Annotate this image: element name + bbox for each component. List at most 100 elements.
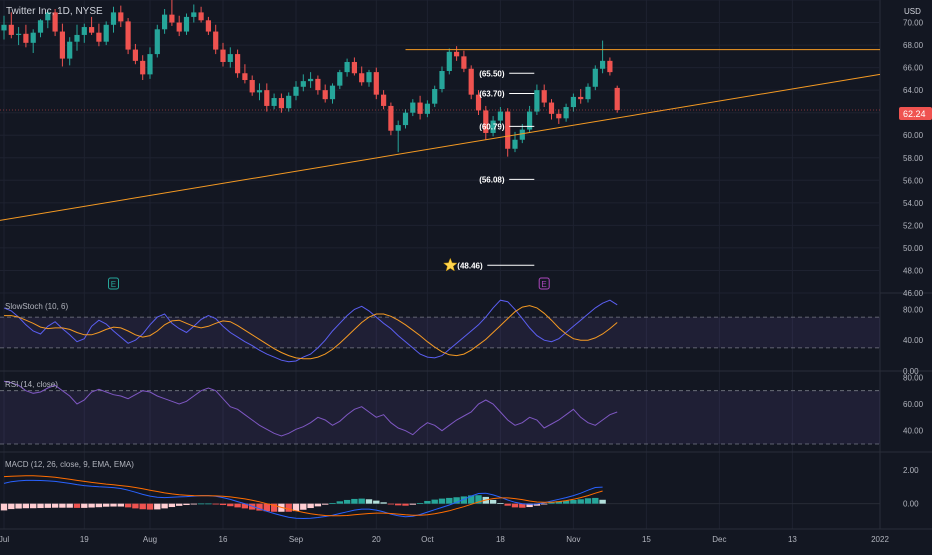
candle-body	[475, 94, 482, 111]
macd-histogram-bar	[117, 503, 124, 507]
macd-histogram-bar	[219, 503, 227, 506]
candle-body	[242, 73, 248, 81]
candle-body	[541, 90, 547, 103]
macd-histogram-bar	[584, 498, 592, 504]
candle-body	[359, 73, 365, 83]
grid-layer	[0, 0, 932, 530]
candle-body	[439, 70, 445, 90]
x-axis-tick-label: 20	[372, 535, 381, 544]
macd-histogram-bar	[95, 503, 103, 508]
macd-histogram-bar	[103, 503, 110, 507]
macd-histogram-bar	[190, 503, 197, 505]
candle-body	[424, 103, 430, 114]
macd-histogram-bar	[314, 503, 322, 507]
candle-body	[322, 90, 328, 100]
stoch-axis-tick-label: 80.00	[903, 305, 924, 314]
macd-histogram-bar	[562, 500, 570, 504]
candle-body	[235, 54, 241, 74]
price-axis-tick-label: 46.00	[903, 289, 924, 298]
macd-histogram-bar	[416, 502, 424, 504]
macd-axis-tick-label: 2.00	[903, 466, 919, 475]
macd-histogram-bar	[22, 503, 30, 509]
macd-histogram-bar	[146, 503, 154, 510]
price-target-label: (60.79)	[479, 122, 505, 131]
candle-body	[169, 14, 175, 23]
candle-body	[132, 49, 138, 61]
candle-body	[59, 31, 65, 59]
macd-histogram-bar	[154, 503, 161, 510]
candle-body	[23, 33, 29, 43]
candle-body	[300, 81, 306, 87]
macd-signal-line	[3, 475, 603, 517]
x-axis-tick-label: Nov	[566, 535, 580, 544]
macd-histogram-bar	[73, 503, 81, 508]
candle-body	[227, 54, 233, 62]
candle-body	[563, 107, 569, 119]
price-axis-tick-label: 50.00	[903, 244, 924, 253]
macd-histogram-bar	[468, 495, 475, 504]
candle-body	[607, 60, 613, 73]
price-axis-tick-label: 68.00	[903, 41, 924, 50]
candle-body	[198, 12, 204, 21]
macd-histogram-bar	[409, 503, 416, 505]
macd-histogram-bar	[343, 499, 351, 504]
candle-body	[578, 96, 584, 100]
macd-histogram-bar	[526, 503, 533, 508]
macd-histogram-bar	[15, 503, 22, 509]
rsi-band-fill	[0, 390, 880, 444]
indicator-lines	[3, 299, 618, 520]
macd-histogram-bar	[234, 503, 241, 508]
earnings-marker-label: E	[541, 280, 546, 289]
candle-body	[344, 61, 350, 73]
candle-body	[417, 102, 423, 114]
star-icon	[442, 257, 458, 272]
candle-body	[45, 12, 51, 21]
price-axis-tick-label: 64.00	[903, 86, 924, 95]
symbol-title[interactable]: Twitter Inc, 1D, NYSE	[6, 6, 103, 17]
macd-histogram-bar	[519, 503, 526, 508]
candle-body	[81, 27, 87, 35]
price-series	[1, 0, 620, 157]
macd-histogram-bar	[132, 503, 139, 509]
earnings-marker	[108, 277, 119, 290]
macd-histogram-bar	[555, 501, 562, 504]
candle-body	[74, 34, 80, 42]
price-axis-tick-label: 60.00	[903, 131, 924, 140]
macd-histogram-bar	[460, 496, 468, 504]
macd-histogram-bar	[183, 503, 190, 506]
stoch-d-line	[4, 305, 618, 360]
x-axis-tick-label: 13	[788, 535, 797, 544]
x-axis-tick-label: 19	[80, 535, 89, 544]
candle-body	[505, 111, 511, 149]
macd-histogram-bar	[81, 503, 88, 508]
macd-histogram-bar	[197, 503, 205, 505]
macd-histogram-bar	[139, 503, 146, 510]
candle-body	[527, 111, 533, 130]
stoch-title[interactable]: SlowStoch (10, 6)	[5, 302, 68, 311]
candle-body	[410, 102, 416, 113]
stoch-axis-tick-label: 40.00	[903, 336, 924, 345]
macd-histogram-bar	[402, 503, 409, 506]
annotations: (65.50) (63.70) (60.79) (56.08) (48.46) E E	[0, 49, 881, 290]
candle-body	[154, 29, 160, 55]
candle-body	[351, 61, 357, 74]
candle-body	[183, 16, 190, 32]
candle-body	[308, 78, 314, 82]
rsi-axis-tick-label: 60.00	[903, 400, 924, 409]
price-axis-tick-label: 52.00	[903, 221, 924, 230]
candle-body	[381, 94, 387, 106]
macd-histogram-bar	[511, 503, 519, 508]
candle-body	[468, 68, 474, 95]
candle-body	[402, 112, 409, 126]
candle-body	[67, 41, 73, 59]
candle-body	[483, 110, 489, 133]
candle-body	[461, 56, 467, 69]
macd-histogram-bar	[51, 503, 59, 508]
rsi-title[interactable]: RSI (14, close)	[5, 380, 58, 389]
macd-histogram-bar	[358, 498, 365, 504]
price-target-label: (63.70)	[479, 90, 505, 99]
price-axis-tick-label: 70.00	[903, 19, 924, 28]
macd-histogram-bar	[66, 503, 73, 508]
macd-title[interactable]: MACD (12, 26, close, 9, EMA, EMA)	[5, 460, 134, 469]
